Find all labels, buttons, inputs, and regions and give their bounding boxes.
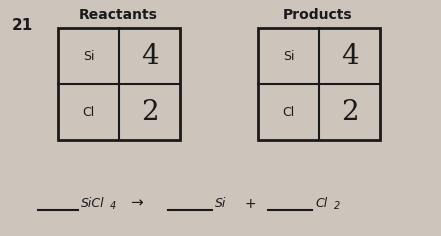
Text: Si: Si bbox=[215, 197, 226, 210]
Text: Products: Products bbox=[283, 8, 353, 22]
Text: Si: Si bbox=[283, 50, 294, 63]
Text: 2: 2 bbox=[334, 201, 340, 211]
Text: 21: 21 bbox=[12, 18, 33, 33]
Text: 4: 4 bbox=[341, 42, 358, 69]
Text: +: + bbox=[244, 197, 256, 211]
Text: 2: 2 bbox=[141, 98, 158, 126]
Text: 2: 2 bbox=[341, 98, 358, 126]
Text: Cl: Cl bbox=[82, 105, 95, 118]
Text: SiCl: SiCl bbox=[81, 197, 105, 210]
Text: 4: 4 bbox=[141, 42, 158, 69]
Text: Cl: Cl bbox=[315, 197, 327, 210]
Text: Reactants: Reactants bbox=[78, 8, 157, 22]
Text: Si: Si bbox=[83, 50, 94, 63]
Text: →: → bbox=[130, 195, 143, 210]
Text: 4: 4 bbox=[110, 201, 116, 211]
Bar bbox=[58, 28, 180, 140]
Bar bbox=[258, 28, 380, 140]
Text: Cl: Cl bbox=[282, 105, 295, 118]
